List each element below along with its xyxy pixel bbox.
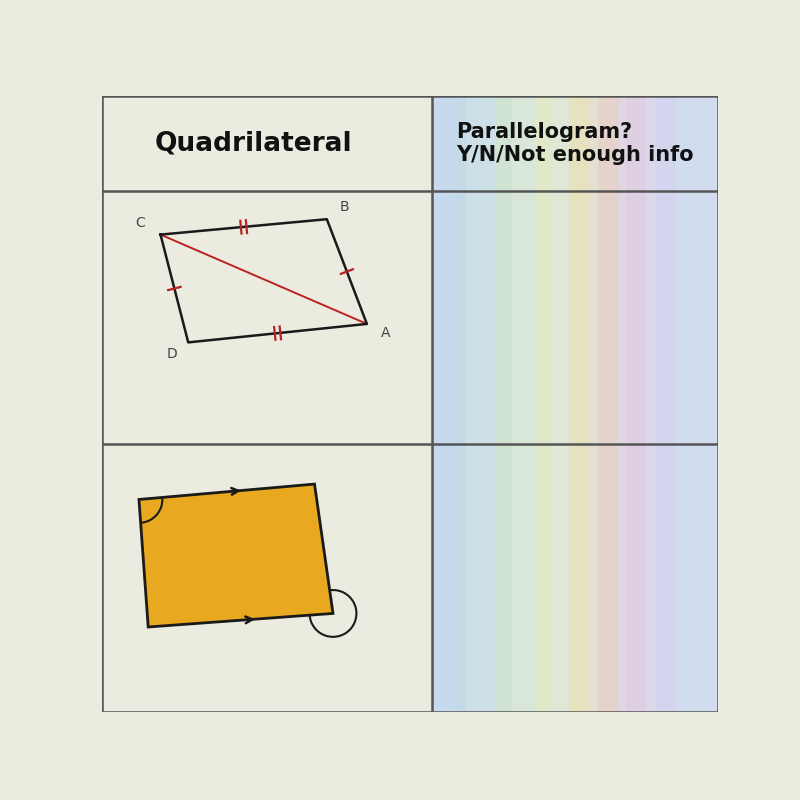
Polygon shape xyxy=(139,484,333,627)
Text: Quadrilateral: Quadrilateral xyxy=(154,130,353,157)
Bar xyxy=(534,96,589,712)
Text: Parallelogram?
Y/N/Not enough info: Parallelogram? Y/N/Not enough info xyxy=(456,122,694,166)
Bar xyxy=(454,96,512,712)
Bar xyxy=(102,191,431,444)
Text: A: A xyxy=(381,326,390,340)
Bar xyxy=(655,96,718,712)
Bar xyxy=(569,96,618,712)
Text: C: C xyxy=(135,216,145,230)
Bar xyxy=(598,96,646,712)
Bar xyxy=(431,96,718,191)
Text: D: D xyxy=(166,347,177,362)
Bar xyxy=(431,96,466,712)
Text: B: B xyxy=(339,200,349,214)
Bar xyxy=(431,444,718,712)
Bar xyxy=(102,96,431,191)
Bar xyxy=(431,191,718,444)
Bar xyxy=(626,96,675,712)
Bar xyxy=(102,444,431,712)
Bar xyxy=(494,96,552,712)
